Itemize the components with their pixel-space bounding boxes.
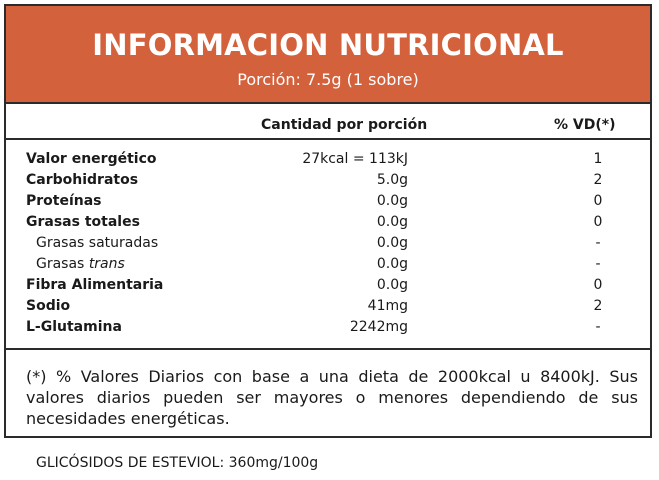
amount-column-header: Cantidad por porción: [261, 117, 428, 133]
nutrient-row: Sodio 41mg 2: [6, 298, 650, 319]
nutrition-facts-panel: INFORMACION NUTRICIONAL Porción: 7.5g (1…: [4, 4, 652, 438]
nutrient-rows: Valor energético 27kcal = 113kJ 1 Carboh…: [6, 151, 650, 340]
nutrient-name: Sodio: [26, 298, 71, 314]
nutrient-name: L-Glutamina: [26, 319, 122, 335]
nutrient-amount: 41mg: [367, 298, 408, 314]
nutrient-dv: -: [595, 256, 601, 272]
footnote-divider: [6, 348, 650, 350]
nutrient-amount: 0.0g: [376, 235, 408, 251]
steviol-glycosides-note: GLICÓSIDOS DE ESTEVIOL: 360mg/100g: [36, 455, 319, 471]
nutrient-row: Fibra Alimentaria 0.0g 0: [6, 277, 650, 298]
nutrient-dv: -: [595, 319, 601, 335]
nutrient-dv: 0: [593, 277, 603, 293]
nutrient-row: L-Glutamina 2242mg -: [6, 319, 650, 340]
nutrient-dv: -: [595, 235, 601, 251]
nutrient-dv: 1: [593, 151, 603, 167]
serving-size: Porción: 7.5g (1 sobre): [237, 70, 419, 89]
nutrient-row: Grasas totales 0.0g 0: [6, 214, 650, 235]
panel-header: INFORMACION NUTRICIONAL Porción: 7.5g (1…: [6, 6, 650, 104]
dv-column-header: % VD(*): [554, 117, 616, 133]
nutrient-amount: 5.0g: [376, 172, 408, 188]
nutrient-dv: 0: [593, 193, 603, 209]
nutrient-name: Valor energético: [26, 151, 157, 167]
nutrient-amount: 0.0g: [376, 256, 408, 272]
nutrient-name: Fibra Alimentaria: [26, 277, 164, 293]
nutrient-name: Carbohidratos: [26, 172, 139, 188]
nutrient-amount: 0.0g: [376, 193, 408, 209]
nutrient-name: Grasas totales: [26, 214, 140, 230]
header-divider: [6, 138, 650, 140]
nutrient-amount: 27kcal = 113kJ: [302, 151, 408, 167]
daily-values-footnote: (*) % Valores Diarios con base a una die…: [26, 367, 638, 428]
nutrient-subrow: Grasas trans 0.0g -: [6, 256, 650, 277]
nutrient-amount: 0.0g: [376, 214, 408, 230]
nutrient-row: Proteínas 0.0g 0: [6, 193, 650, 214]
nutrient-dv: 2: [593, 172, 603, 188]
nutrient-name: Grasas saturadas: [36, 235, 159, 251]
nutrient-dv: 2: [593, 298, 603, 314]
nutrient-amount: 0.0g: [376, 277, 408, 293]
nutrient-name: Grasas trans: [36, 256, 125, 272]
nutrient-row: Carbohidratos 5.0g 2: [6, 172, 650, 193]
nutrient-dv: 0: [593, 214, 603, 230]
nutrient-subrow: Grasas saturadas 0.0g -: [6, 235, 650, 256]
panel-title: INFORMACION NUTRICIONAL: [92, 28, 564, 62]
nutrient-name: Proteínas: [26, 193, 102, 209]
nutrient-amount: 2242mg: [349, 319, 408, 335]
nutrient-row: Valor energético 27kcal = 113kJ 1: [6, 151, 650, 172]
